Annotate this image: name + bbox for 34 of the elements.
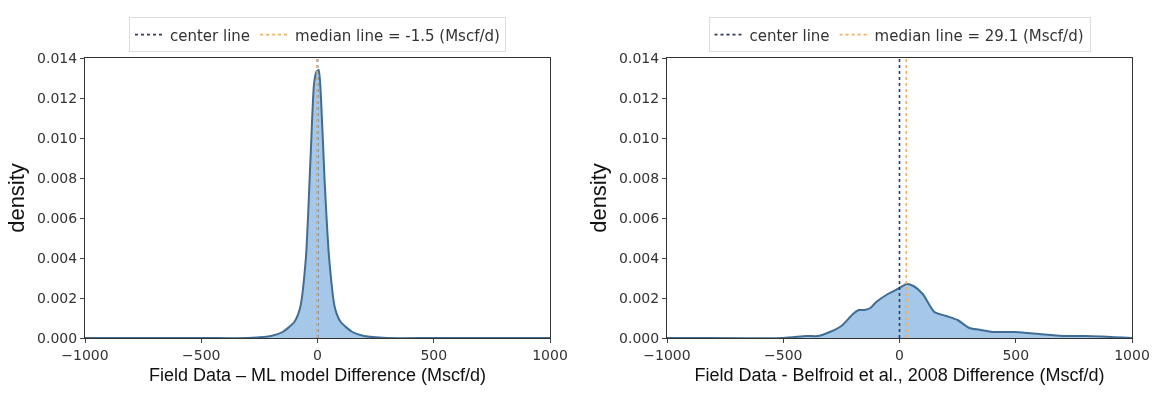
- y-axis-title: density: [3, 163, 29, 233]
- y-tick-label: 0.006: [37, 209, 78, 226]
- x-axis-title: Field Data – ML model Difference (Mscf/d): [148, 364, 487, 385]
- x-tick-label: 1000: [532, 346, 568, 363]
- y-tick-label: 0.002: [619, 289, 660, 306]
- y-tick-label: 0.008: [37, 169, 78, 186]
- y-tick-label: 0.000: [37, 329, 78, 346]
- y-tick-label: 0.004: [37, 249, 78, 266]
- x-tick-label: −500: [182, 346, 221, 363]
- x-tick-label: −1000: [643, 346, 691, 363]
- y-tick-label: 0.006: [619, 209, 660, 226]
- x-tick-label: 0: [895, 346, 904, 363]
- y-tick-label: 0.002: [37, 289, 78, 306]
- x-tick-label: −500: [764, 346, 803, 363]
- legend-label: median line = 29.1 (Mscf/d): [874, 26, 1084, 45]
- x-tick-label: −1000: [61, 346, 109, 363]
- y-tick-label: 0.010: [37, 129, 78, 146]
- legend-label: center line: [749, 26, 830, 45]
- y-tick-label: 0.008: [619, 169, 660, 186]
- y-tick-label: 0.010: [619, 129, 660, 146]
- legend-label: median line = -1.5 (Mscf/d): [295, 26, 500, 45]
- legend-label: center line: [170, 26, 251, 45]
- y-axis-title: density: [585, 163, 611, 233]
- x-tick-label: 500: [1002, 346, 1030, 363]
- y-tick-label: 0.000: [619, 329, 660, 346]
- x-tick-label: 0: [313, 346, 322, 363]
- y-tick-label: 0.012: [619, 89, 660, 106]
- x-axis-title: Field Data - Belfroid et al., 2008 Difference (Mscf/d): [694, 364, 1105, 385]
- y-tick-label: 0.004: [619, 249, 660, 266]
- x-tick-label: 500: [420, 346, 448, 363]
- y-tick-label: 0.012: [37, 89, 78, 106]
- x-tick-label: 1000: [1114, 346, 1150, 363]
- y-tick-label: 0.014: [37, 49, 78, 66]
- y-tick-label: 0.014: [619, 49, 660, 66]
